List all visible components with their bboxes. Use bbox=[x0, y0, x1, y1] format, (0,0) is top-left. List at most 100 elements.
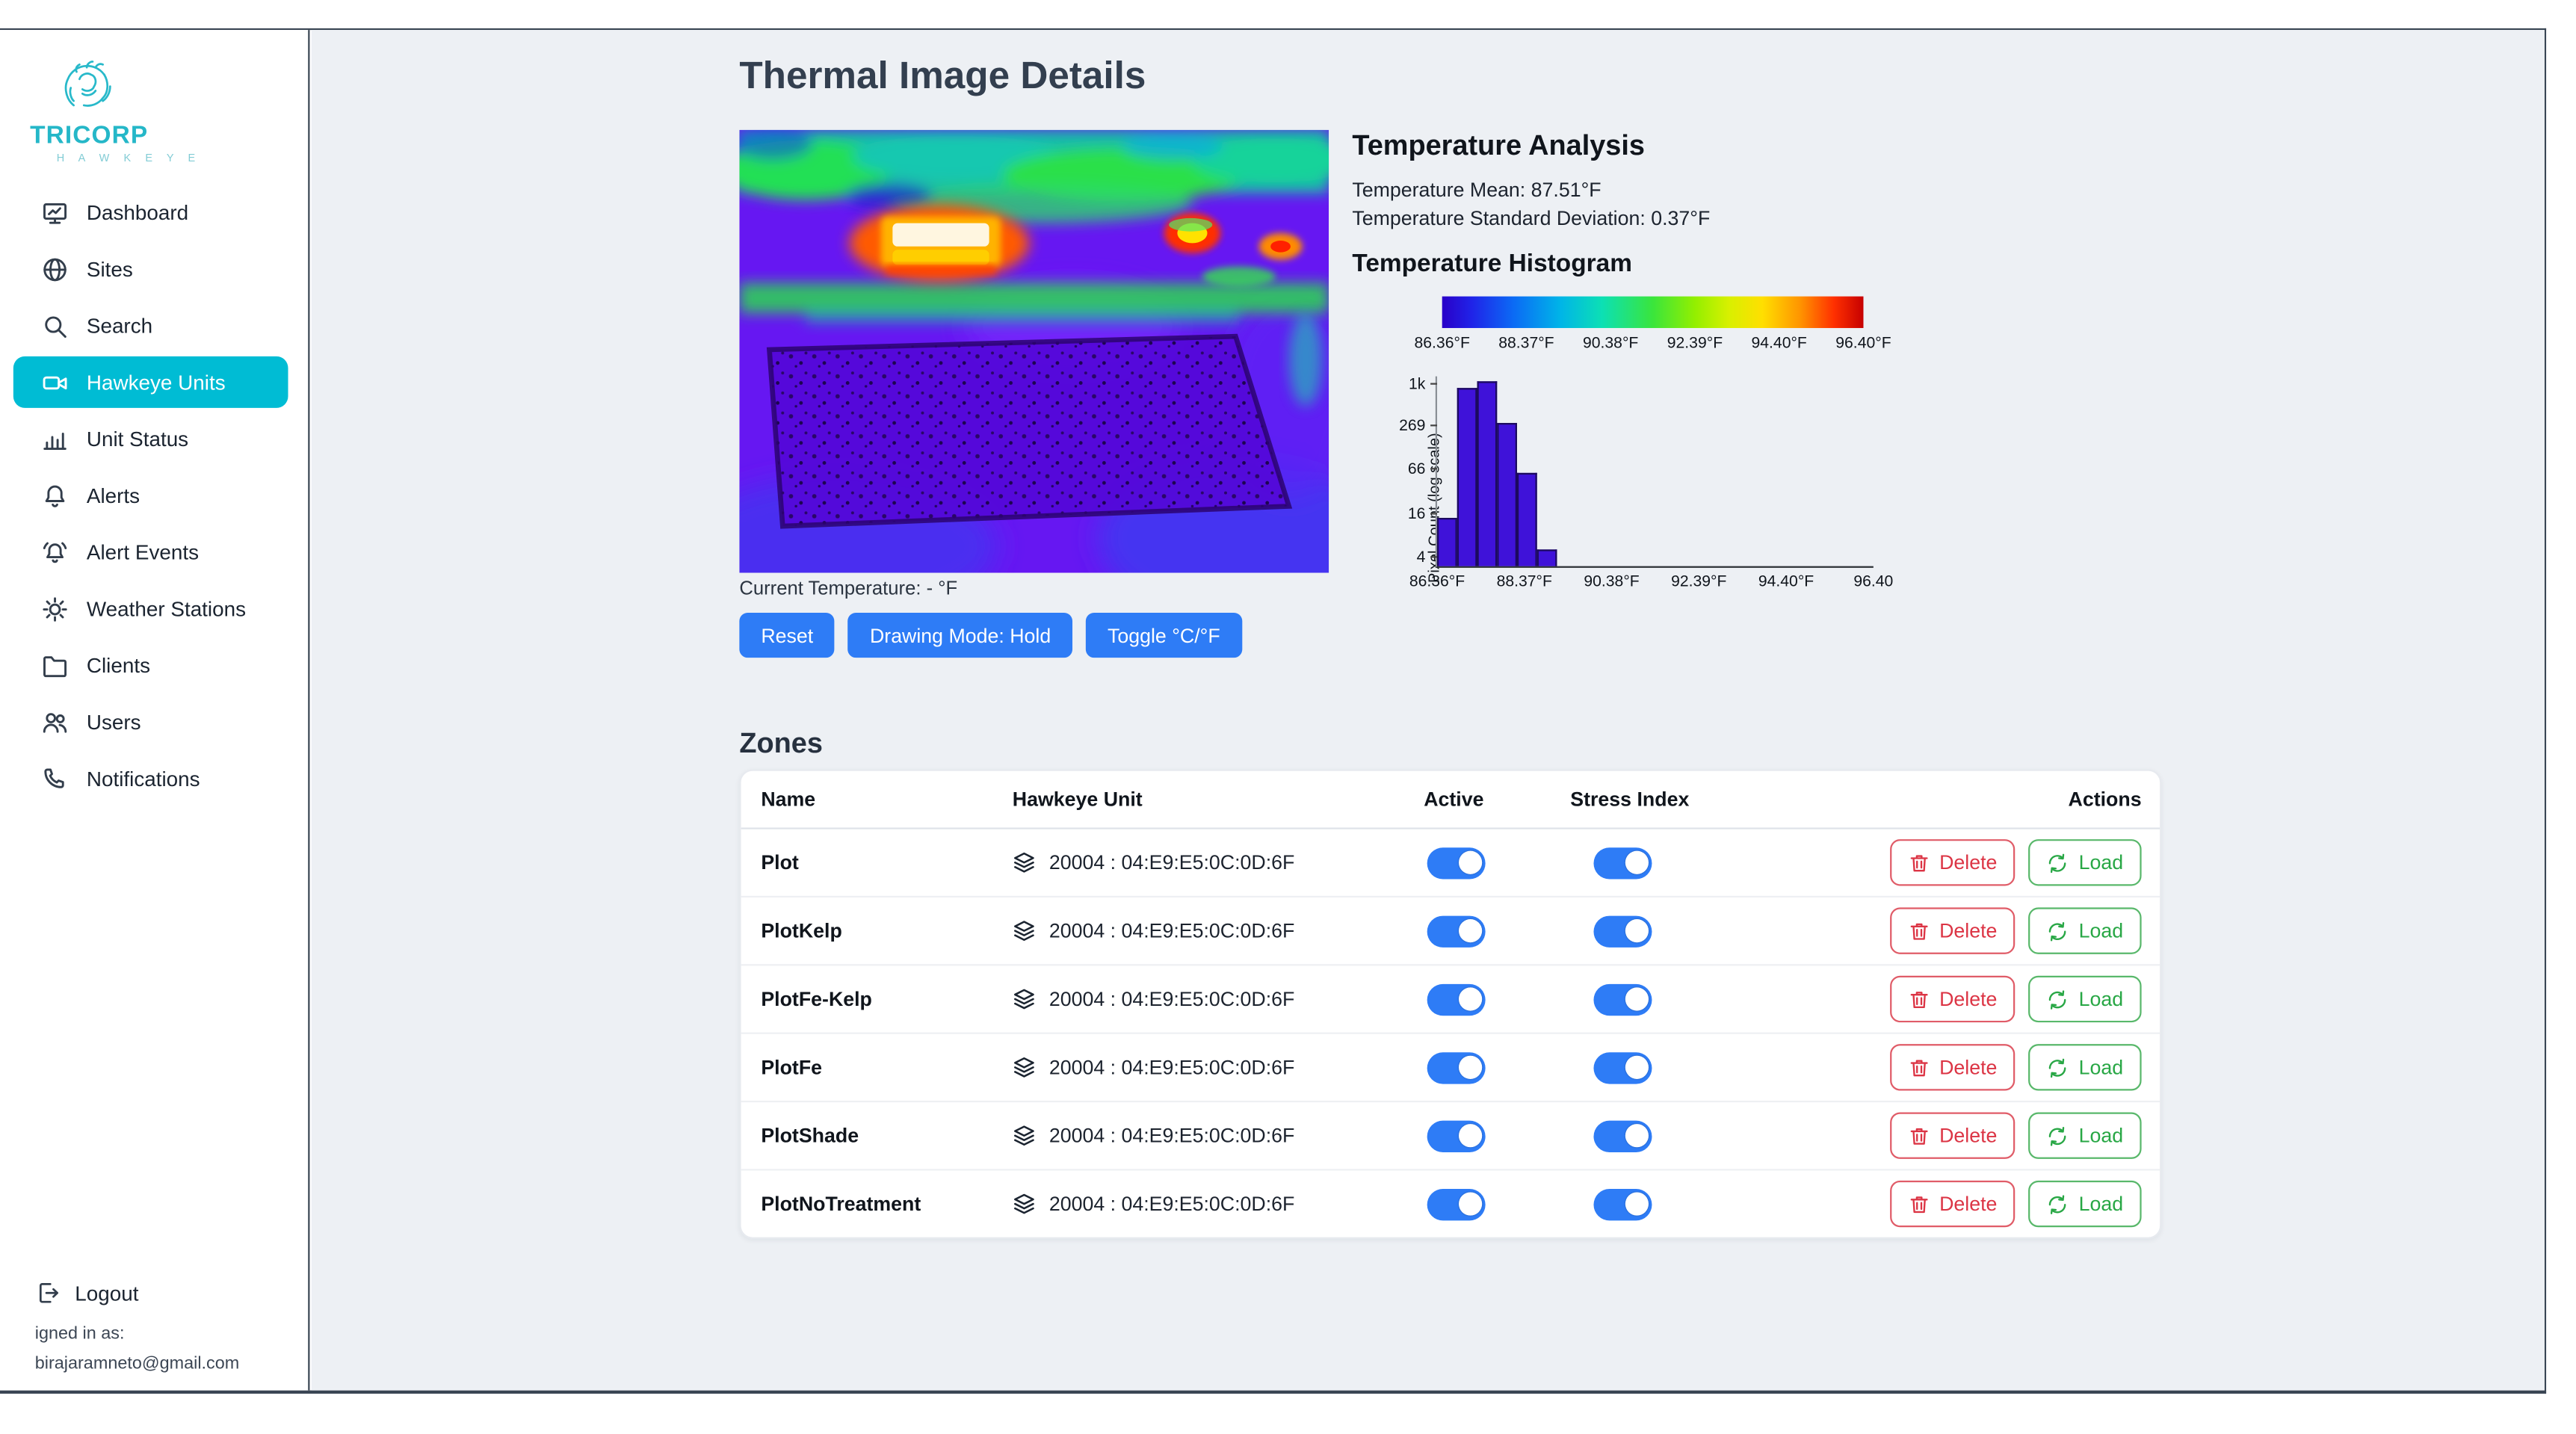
active-toggle[interactable] bbox=[1427, 847, 1486, 879]
layers-icon bbox=[1013, 919, 1036, 942]
histogram-x-tick: 96.40 bbox=[1853, 572, 1894, 592]
histogram-bar bbox=[1457, 388, 1477, 566]
delete-button[interactable]: Delete bbox=[1889, 1180, 2016, 1228]
zone-unit-label: 20004 : 04:E9:E5:0C:0D:6F bbox=[1048, 850, 1295, 874]
stress-index-toggle[interactable] bbox=[1593, 915, 1652, 947]
sidebar-item-alert-events[interactable]: Alert Events bbox=[13, 526, 288, 578]
sidebar-item-sites[interactable]: Sites bbox=[13, 243, 288, 294]
delete-button[interactable]: Delete bbox=[1889, 907, 2016, 954]
phone-icon bbox=[42, 765, 69, 792]
delete-button[interactable]: Delete bbox=[1889, 1112, 2016, 1159]
zone-actions-cell: Delete Load bbox=[1863, 1180, 2160, 1228]
colorbar-tick: 92.39°F bbox=[1667, 334, 1723, 353]
sidebar-item-label: Users bbox=[86, 710, 141, 734]
zone-stress-cell bbox=[1570, 983, 1863, 1016]
colorbar-tick: 94.40°F bbox=[1751, 334, 1807, 353]
refresh-icon bbox=[2047, 1057, 2069, 1078]
stress-index-toggle[interactable] bbox=[1593, 983, 1652, 1016]
active-toggle[interactable] bbox=[1427, 1187, 1486, 1220]
thermal-image[interactable] bbox=[739, 129, 1329, 573]
zone-stress-cell bbox=[1570, 1187, 1863, 1220]
sidebar-item-unit-status[interactable]: Unit Status bbox=[13, 413, 288, 465]
sidebar-item-users[interactable]: Users bbox=[13, 696, 288, 747]
sidebar-item-clients[interactable]: Clients bbox=[13, 640, 288, 691]
app-frame: TRICORP H A W K E Y E Dashboard Sites Sear… bbox=[0, 28, 2547, 1394]
sidebar-item-label: Alerts bbox=[86, 483, 140, 507]
load-label: Load bbox=[2078, 1124, 2124, 1148]
active-toggle[interactable] bbox=[1427, 983, 1486, 1016]
zone-stress-cell bbox=[1570, 847, 1863, 879]
page-title: Thermal Image Details bbox=[739, 53, 1146, 97]
zones-table-body: Plot 20004 : 04:E9:E5:0C:0D:6F Delete Load P… bbox=[741, 829, 2160, 1237]
load-button[interactable]: Load bbox=[2028, 975, 2142, 1023]
temperature-analysis-panel: Temperature Analysis Temperature Mean: 8… bbox=[1352, 130, 2018, 646]
zone-row-plotkelp: PlotKelp 20004 : 04:E9:E5:0C:0D:6F Delete L… bbox=[741, 897, 2160, 966]
sidebar-item-notifications[interactable]: Notifications bbox=[13, 752, 288, 804]
active-toggle[interactable] bbox=[1427, 1051, 1486, 1084]
load-button[interactable]: Load bbox=[2028, 1044, 2142, 1091]
trash-icon bbox=[1908, 920, 1930, 942]
folder-icon bbox=[42, 652, 69, 679]
delete-button[interactable]: Delete bbox=[1889, 839, 2016, 886]
histogram-x-tick: 86.36°F bbox=[1409, 572, 1465, 592]
dashboard-icon bbox=[42, 199, 69, 226]
delete-label: Delete bbox=[1939, 987, 1998, 1011]
column-header-name: Name bbox=[761, 787, 816, 812]
layers-icon bbox=[1013, 1192, 1036, 1215]
drawing-mode-button[interactable]: Drawing Mode: Hold bbox=[848, 613, 1073, 658]
refresh-icon bbox=[2047, 1125, 2069, 1146]
delete-button[interactable]: Delete bbox=[1889, 975, 2016, 1023]
colorbar-gradient bbox=[1442, 296, 1864, 328]
zone-stress-cell bbox=[1570, 915, 1863, 947]
logout-label: Logout bbox=[75, 1281, 139, 1305]
histogram-x-tick: 92.39°F bbox=[1671, 572, 1727, 592]
toggle-units-button[interactable]: Toggle °C/°F bbox=[1086, 613, 1242, 658]
search-icon bbox=[42, 312, 69, 339]
sidebar-item-label: Notifications bbox=[86, 767, 200, 791]
sidebar-item-label: Search bbox=[86, 314, 153, 338]
column-header-stress-index: Stress Index bbox=[1570, 787, 1690, 812]
current-temperature-label: Current Temperature: - °F bbox=[739, 579, 958, 600]
load-button[interactable]: Load bbox=[2028, 1180, 2142, 1228]
active-toggle[interactable] bbox=[1427, 915, 1486, 947]
sidebar-item-dashboard[interactable]: Dashboard bbox=[13, 187, 288, 238]
reset-button[interactable]: Reset bbox=[739, 613, 835, 658]
brand-name: TRICORP bbox=[30, 121, 149, 150]
zone-stress-cell bbox=[1570, 1119, 1863, 1152]
bell-icon bbox=[42, 482, 69, 509]
zone-active-cell bbox=[1424, 915, 1570, 947]
load-button[interactable]: Load bbox=[2028, 1112, 2142, 1159]
histogram-y-tickmark bbox=[1430, 424, 1438, 427]
active-toggle[interactable] bbox=[1427, 1119, 1486, 1152]
stress-index-toggle[interactable] bbox=[1593, 847, 1652, 879]
stress-index-toggle[interactable] bbox=[1593, 1187, 1652, 1220]
temperature-histogram: Pixel Count (log scale) 4 16 66 269 1k 86.36°… bbox=[1399, 376, 1893, 591]
sidebar-item-label: Sites bbox=[86, 257, 133, 281]
load-label: Load bbox=[2078, 850, 2124, 874]
zone-name: PlotFe-Kelp bbox=[761, 987, 872, 1011]
load-label: Load bbox=[2078, 987, 2124, 1011]
stress-index-toggle[interactable] bbox=[1593, 1119, 1652, 1152]
zone-unit-label: 20004 : 04:E9:E5:0C:0D:6F bbox=[1048, 987, 1295, 1011]
sidebar-item-alerts[interactable]: Alerts bbox=[13, 469, 288, 521]
histogram-bar bbox=[1477, 380, 1498, 566]
zone-stress-cell bbox=[1570, 1051, 1863, 1084]
delete-label: Delete bbox=[1939, 1192, 1998, 1216]
sidebar-item-label: Alert Events bbox=[86, 540, 200, 564]
zone-actions-cell: Delete Load bbox=[1863, 839, 2160, 886]
sidebar-item-search[interactable]: Search bbox=[13, 300, 288, 351]
temperature-colorbar: 86.36°F 88.37°F 90.38°F 92.39°F 94.40°F 96.40… bbox=[1415, 296, 1891, 356]
zone-unit: 20004 : 04:E9:E5:0C:0D:6F bbox=[1013, 919, 1424, 942]
delete-button[interactable]: Delete bbox=[1889, 1044, 2016, 1091]
temperature-std: Temperature Standard Deviation: 0.37°F bbox=[1352, 206, 1711, 230]
brand-logo-lion-icon bbox=[64, 61, 111, 107]
stress-index-toggle[interactable] bbox=[1593, 1051, 1652, 1084]
load-button[interactable]: Load bbox=[2028, 839, 2142, 886]
logout-button[interactable]: Logout bbox=[35, 1281, 308, 1305]
delete-label: Delete bbox=[1939, 1124, 1998, 1148]
sidebar-item-hawkeye-units[interactable]: Hawkeye Units bbox=[13, 356, 288, 408]
sidebar-item-weather-stations[interactable]: Weather Stations bbox=[13, 583, 288, 634]
histogram-x-tick: 94.40°F bbox=[1758, 572, 1814, 592]
load-button[interactable]: Load bbox=[2028, 907, 2142, 954]
